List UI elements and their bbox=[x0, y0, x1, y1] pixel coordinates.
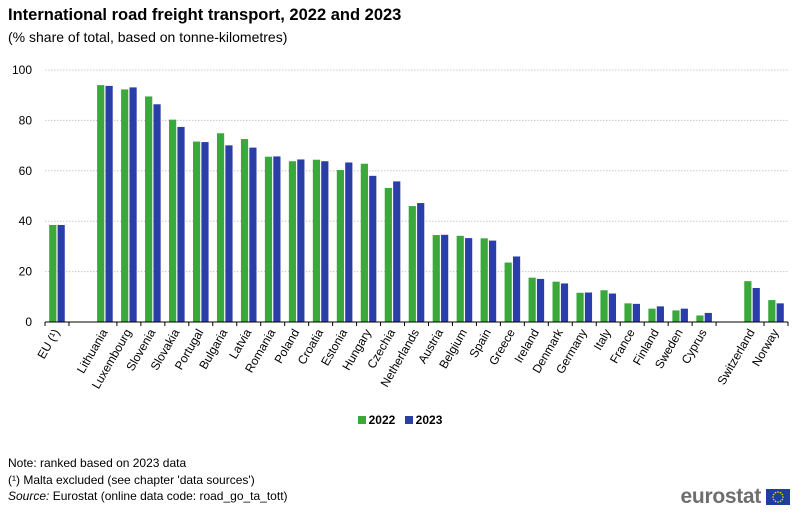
legend-swatch-2022 bbox=[357, 416, 366, 424]
bar-2022 bbox=[97, 85, 105, 323]
chart-legend: 2022 2023 bbox=[0, 413, 800, 427]
y-tick-label: 100 bbox=[12, 63, 32, 77]
bar-2023 bbox=[321, 161, 329, 322]
bar-2023 bbox=[776, 303, 784, 322]
bar-2023 bbox=[680, 308, 688, 322]
y-tick-label: 80 bbox=[19, 113, 33, 127]
bar-2023 bbox=[369, 175, 377, 322]
bar-2023 bbox=[57, 224, 65, 322]
bar-2023 bbox=[608, 293, 617, 322]
bar-2023 bbox=[417, 203, 425, 322]
bar-2023 bbox=[345, 162, 353, 322]
bar-2022 bbox=[312, 159, 321, 322]
bar-2023 bbox=[297, 159, 305, 322]
bar-2022 bbox=[121, 89, 129, 323]
bar-2022 bbox=[600, 290, 608, 322]
y-tick-label: 40 bbox=[19, 214, 33, 228]
bar-2022 bbox=[360, 163, 368, 322]
bar-2022 bbox=[432, 235, 440, 322]
bar-2023 bbox=[177, 126, 185, 323]
bar-2022 bbox=[744, 281, 752, 322]
bar-2023 bbox=[560, 283, 569, 322]
legend-label-2022: 2022 bbox=[368, 413, 396, 427]
bar-2022 bbox=[552, 281, 560, 322]
y-tick-label: 20 bbox=[19, 265, 33, 279]
legend-item-2022[interactable]: 2022 bbox=[357, 413, 396, 427]
bar-2022 bbox=[696, 315, 704, 322]
bar-2023 bbox=[249, 147, 257, 322]
legend-label-2023: 2023 bbox=[415, 413, 443, 427]
bar-2023 bbox=[584, 292, 593, 322]
bar-2023 bbox=[153, 104, 161, 322]
bar-2022 bbox=[264, 156, 273, 322]
chart-subtitle: (% share of total, based on tonne-kilome… bbox=[8, 29, 288, 45]
bar-2022 bbox=[145, 96, 153, 323]
bar-2022 bbox=[169, 119, 177, 322]
note-source: Source: Eurostat (online data code: road… bbox=[8, 488, 288, 505]
bar-2023 bbox=[704, 312, 712, 322]
bar-2022 bbox=[240, 139, 249, 322]
bar-2022 bbox=[193, 141, 201, 322]
bar-2023 bbox=[393, 181, 401, 322]
bar-2023 bbox=[201, 142, 209, 322]
bar-2022 bbox=[408, 206, 416, 322]
bar-2022 bbox=[504, 262, 512, 322]
bar-2023 bbox=[632, 303, 640, 322]
eurostat-logo[interactable]: eurostat bbox=[681, 485, 790, 509]
source-text: Eurostat (online data code: road_go_ta_t… bbox=[49, 489, 288, 503]
legend-item-2023[interactable]: 2023 bbox=[404, 413, 443, 427]
bar-2022 bbox=[216, 133, 225, 322]
bar-2023 bbox=[273, 156, 281, 322]
bar-2022 bbox=[384, 187, 392, 322]
bar-2022 bbox=[576, 292, 584, 322]
bar-2023 bbox=[512, 256, 521, 322]
bar-2023 bbox=[465, 238, 473, 322]
bar-2023 bbox=[536, 278, 545, 322]
bar-2022 bbox=[336, 170, 344, 322]
y-tick-label: 0 bbox=[25, 315, 32, 329]
footnotes: Note: ranked based on 2023 data (¹) Malt… bbox=[8, 455, 288, 505]
bar-2022 bbox=[456, 235, 464, 322]
legend-swatch-2023 bbox=[404, 416, 413, 424]
eu-flag-icon bbox=[766, 489, 790, 505]
bar-2023 bbox=[752, 287, 760, 322]
y-tick-label: 60 bbox=[19, 164, 33, 178]
note-malta: (¹) Malta excluded (see chapter 'data so… bbox=[8, 472, 255, 487]
bar-2023 bbox=[129, 87, 137, 322]
source-label: Source: bbox=[8, 489, 50, 503]
x-tick-label: Italy bbox=[591, 327, 614, 353]
bar-2022 bbox=[648, 308, 656, 322]
note-ranking: Note: ranked based on 2023 data bbox=[8, 456, 187, 470]
bar-2022 bbox=[480, 238, 488, 322]
bar-2023 bbox=[656, 306, 664, 322]
bar-2022 bbox=[624, 303, 632, 322]
bar-2023 bbox=[441, 234, 449, 322]
bar-2022 bbox=[672, 310, 680, 322]
x-tick-label: EU (¹) bbox=[34, 327, 62, 362]
bar-2023 bbox=[225, 145, 233, 322]
brand-name: eurostat bbox=[680, 485, 762, 508]
bar-2022 bbox=[49, 224, 57, 322]
bar-2022 bbox=[528, 277, 536, 322]
bar-2022 bbox=[288, 161, 297, 322]
bar-2023 bbox=[489, 240, 497, 322]
bar-2023 bbox=[105, 85, 113, 322]
chart-title: International road freight transport, 20… bbox=[8, 6, 402, 24]
bar-2022 bbox=[768, 300, 776, 322]
